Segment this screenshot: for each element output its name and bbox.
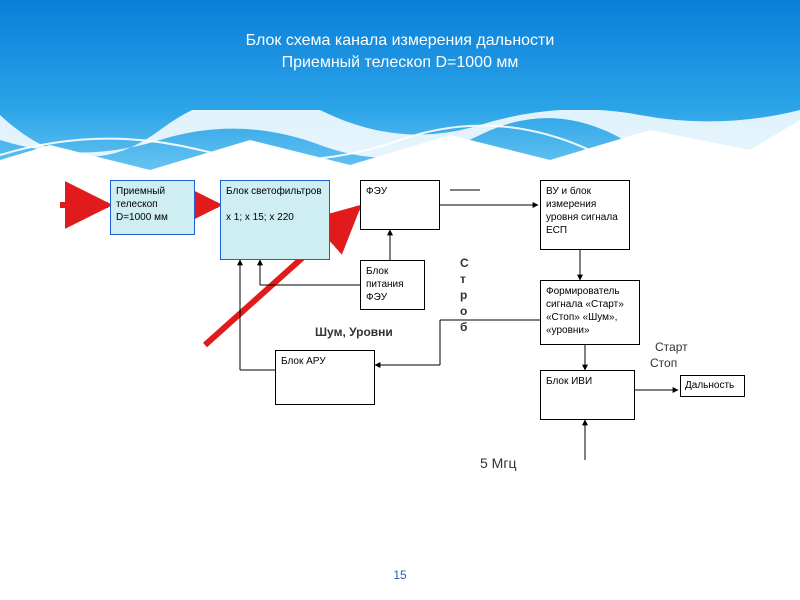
box-psu: Блок питания ФЭУ [360, 260, 425, 310]
title-line2: Приемный телескоп D=1000 мм [282, 54, 519, 71]
box-telescope: Приемный телескоп D=1000 мм [110, 180, 195, 235]
box-ivi: Блок ИВИ [540, 370, 635, 420]
slide-title: Блок схема канала измерения дальности Пр… [0, 30, 800, 74]
label-stop: Стоп [650, 356, 677, 370]
block-diagram: Приемный телескоп D=1000 мм Блок светофи… [60, 180, 760, 560]
header-gradient [0, 0, 800, 180]
box-feu: ФЭУ [360, 180, 440, 230]
title-line1: Блок схема канала измерения дальности [246, 32, 555, 49]
box-former: Формирователь сигнала «Старт» «Стоп» «Шу… [540, 280, 640, 345]
connectors [60, 180, 760, 560]
label-noise-levels: Шум, Уровни [315, 325, 393, 339]
box-vu: ВУ и блок измерения уровня сигнала ЕСП [540, 180, 630, 250]
box-filters: Блок светофильтров x 1; x 15; x 220 [220, 180, 330, 260]
label-strobe: С т р о б [460, 255, 474, 335]
box-aru: Блок АРУ [275, 350, 375, 405]
label-freq: 5 Мгц [480, 455, 516, 471]
page-number: 15 [0, 568, 800, 582]
box-range: Дальность [680, 375, 745, 397]
label-start: Старт [655, 340, 688, 354]
